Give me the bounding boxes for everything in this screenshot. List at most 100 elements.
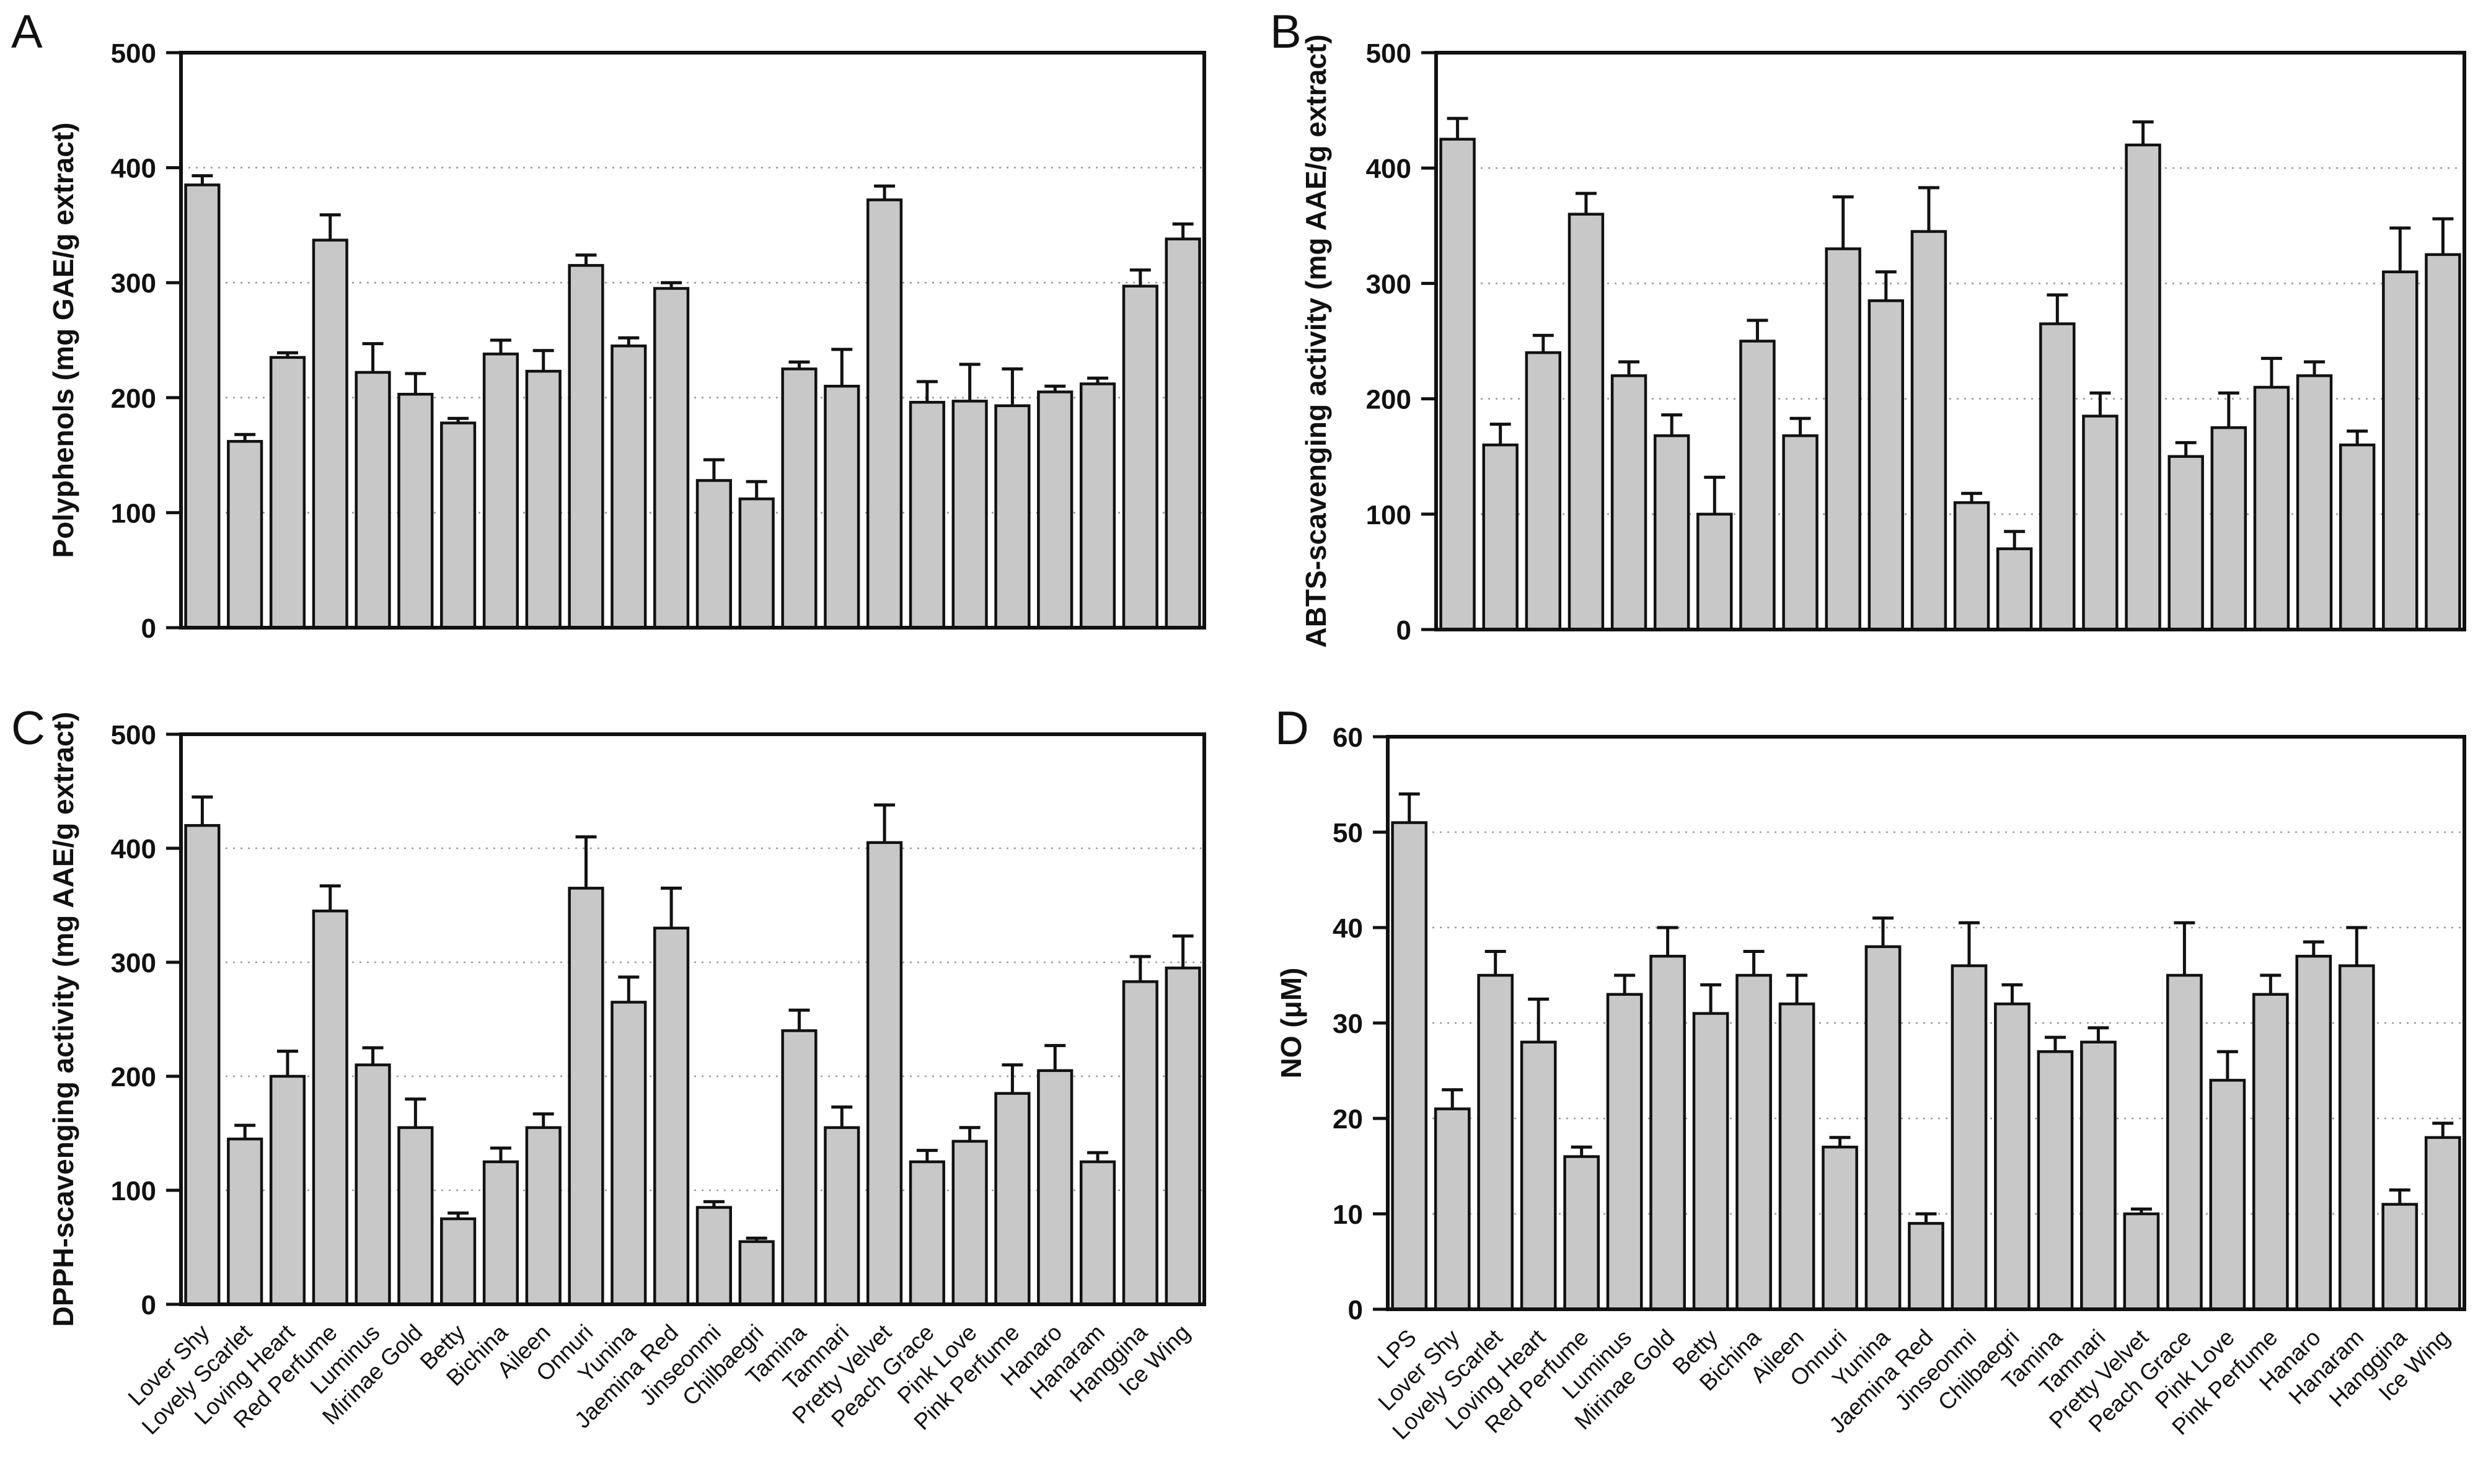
bar-group-lovely-scarlet — [227, 1123, 263, 1306]
bar-group-pink-love — [951, 1126, 988, 1306]
bar-group-hanggina — [1122, 955, 1158, 1306]
bar — [1525, 351, 1562, 631]
bar — [653, 926, 690, 1306]
bar-group-pink-perfume — [994, 367, 1031, 630]
bar-group-pink-perfume — [2252, 973, 2289, 1311]
bar — [2424, 1136, 2461, 1311]
bar — [1908, 1222, 1944, 1311]
bar — [2295, 954, 2332, 1311]
bar — [1439, 138, 1476, 631]
bar — [1520, 1040, 1557, 1311]
bar-group-hanaro — [1037, 384, 1074, 630]
bar-group-yunina — [1864, 916, 1902, 1311]
panel-c-label: C — [11, 702, 45, 755]
chart-c-dpph: 0 100 200 300 400 500 DPPH-scavenging activity… — [47, 712, 1206, 1439]
bar-group-hanggina — [2381, 1188, 2418, 1311]
bar-group-tamina — [781, 1008, 818, 1306]
bar-group-jaemina-red — [653, 886, 690, 1306]
bar-group-red-perfume — [312, 884, 348, 1306]
bar — [1692, 1012, 1729, 1311]
bar-group-betty — [440, 416, 477, 630]
bar-group-loving-heart — [269, 351, 306, 630]
bar-group-peach-grace — [909, 1149, 945, 1306]
y-tick-label: 30 — [1333, 1009, 1363, 1039]
bar — [227, 440, 263, 630]
bar-group-hanaro — [2296, 360, 2333, 631]
bar-group-aileen — [1778, 973, 1815, 1311]
bar — [909, 400, 945, 630]
bar — [1864, 945, 1902, 1311]
bar — [1037, 1069, 1074, 1306]
bar-group-hanaram — [1079, 376, 1116, 630]
bar — [525, 369, 562, 630]
plot-frame — [179, 732, 1206, 1306]
bar — [1782, 434, 1819, 631]
bar-group-bichina — [482, 1146, 519, 1306]
bar — [1434, 1107, 1471, 1311]
bar-group-loving-heart — [269, 1050, 306, 1306]
chart-b-abts: 0 100 200 300 400 500 ABTS-scavenging activity… — [1300, 34, 2466, 648]
bar-group-chilbaegri — [1996, 530, 2033, 631]
bar-group-betty — [1692, 983, 1729, 1311]
bar-group-lover-shy — [184, 174, 221, 630]
bar — [1391, 821, 1428, 1311]
y-tick-label: 100 — [111, 1176, 156, 1206]
y-tick-label: 400 — [111, 834, 156, 864]
bar-group-lover-shy — [184, 795, 221, 1306]
bar — [1610, 374, 1647, 631]
bar-group-peach-grace — [2166, 921, 2203, 1311]
bar-group-ice-wing — [1165, 222, 1201, 630]
y-tick-label: 300 — [111, 268, 156, 299]
bar-group-hanaro — [1037, 1043, 1074, 1306]
bar — [440, 421, 477, 630]
bar-group-jinseonmi — [695, 458, 732, 630]
bar — [312, 909, 348, 1306]
bar — [1477, 973, 1514, 1311]
bar — [1079, 1160, 1116, 1306]
y-tick-label: 400 — [1366, 154, 1411, 184]
bar — [184, 823, 221, 1306]
bar — [2296, 374, 2333, 631]
bar-group-lovely-scarlet — [227, 432, 263, 630]
bar — [611, 345, 647, 630]
bar — [2339, 443, 2376, 631]
y-axis-title: Polyphenols (mg GAE/g extract) — [47, 123, 79, 558]
panel-a-label: A — [11, 6, 43, 58]
bar — [2209, 1079, 2246, 1311]
bar-group-bichina — [1735, 950, 1772, 1311]
y-tick-label: 300 — [1366, 269, 1411, 299]
bar-group-bichina — [482, 338, 519, 630]
bar — [738, 1240, 775, 1306]
bar — [269, 1074, 306, 1306]
y-tick-label: 0 — [1348, 1295, 1363, 1325]
bar-group-pink-love — [951, 362, 988, 630]
bar-group-peach-grace — [2167, 441, 2204, 631]
bar-group-hanggina — [1122, 268, 1158, 630]
bar — [1563, 1155, 1600, 1311]
y-tick-label: 500 — [111, 720, 156, 750]
bar-group-tamnari — [824, 348, 860, 630]
bar — [1739, 340, 1776, 631]
bar-group-yunina — [611, 336, 647, 630]
bar-group-yunina — [611, 975, 647, 1306]
bar-group-mirinae-gold — [1653, 413, 1690, 631]
bar — [568, 264, 604, 630]
bar — [1996, 547, 2033, 631]
bar-group-yunina — [1867, 270, 1905, 631]
bar-group-chilbaegri — [738, 1236, 775, 1306]
bar — [781, 1029, 818, 1306]
bar-group-red-perfume — [1563, 1145, 1600, 1311]
bar — [1951, 964, 1988, 1311]
bar — [1735, 973, 1772, 1311]
y-tick-label: 20 — [1333, 1104, 1363, 1135]
bar-group-lover-shy — [1434, 1088, 1471, 1311]
y-tick-label: 0 — [141, 613, 156, 644]
bar-group-hanaram — [2339, 429, 2376, 631]
bar-group-luminus — [355, 342, 391, 630]
bar — [1822, 1145, 1858, 1311]
plot-frame — [1434, 51, 2466, 631]
bar-group-tamina — [2037, 1035, 2074, 1311]
bar — [1953, 501, 1990, 631]
bar-group-jaemina-red — [1908, 1212, 1944, 1311]
